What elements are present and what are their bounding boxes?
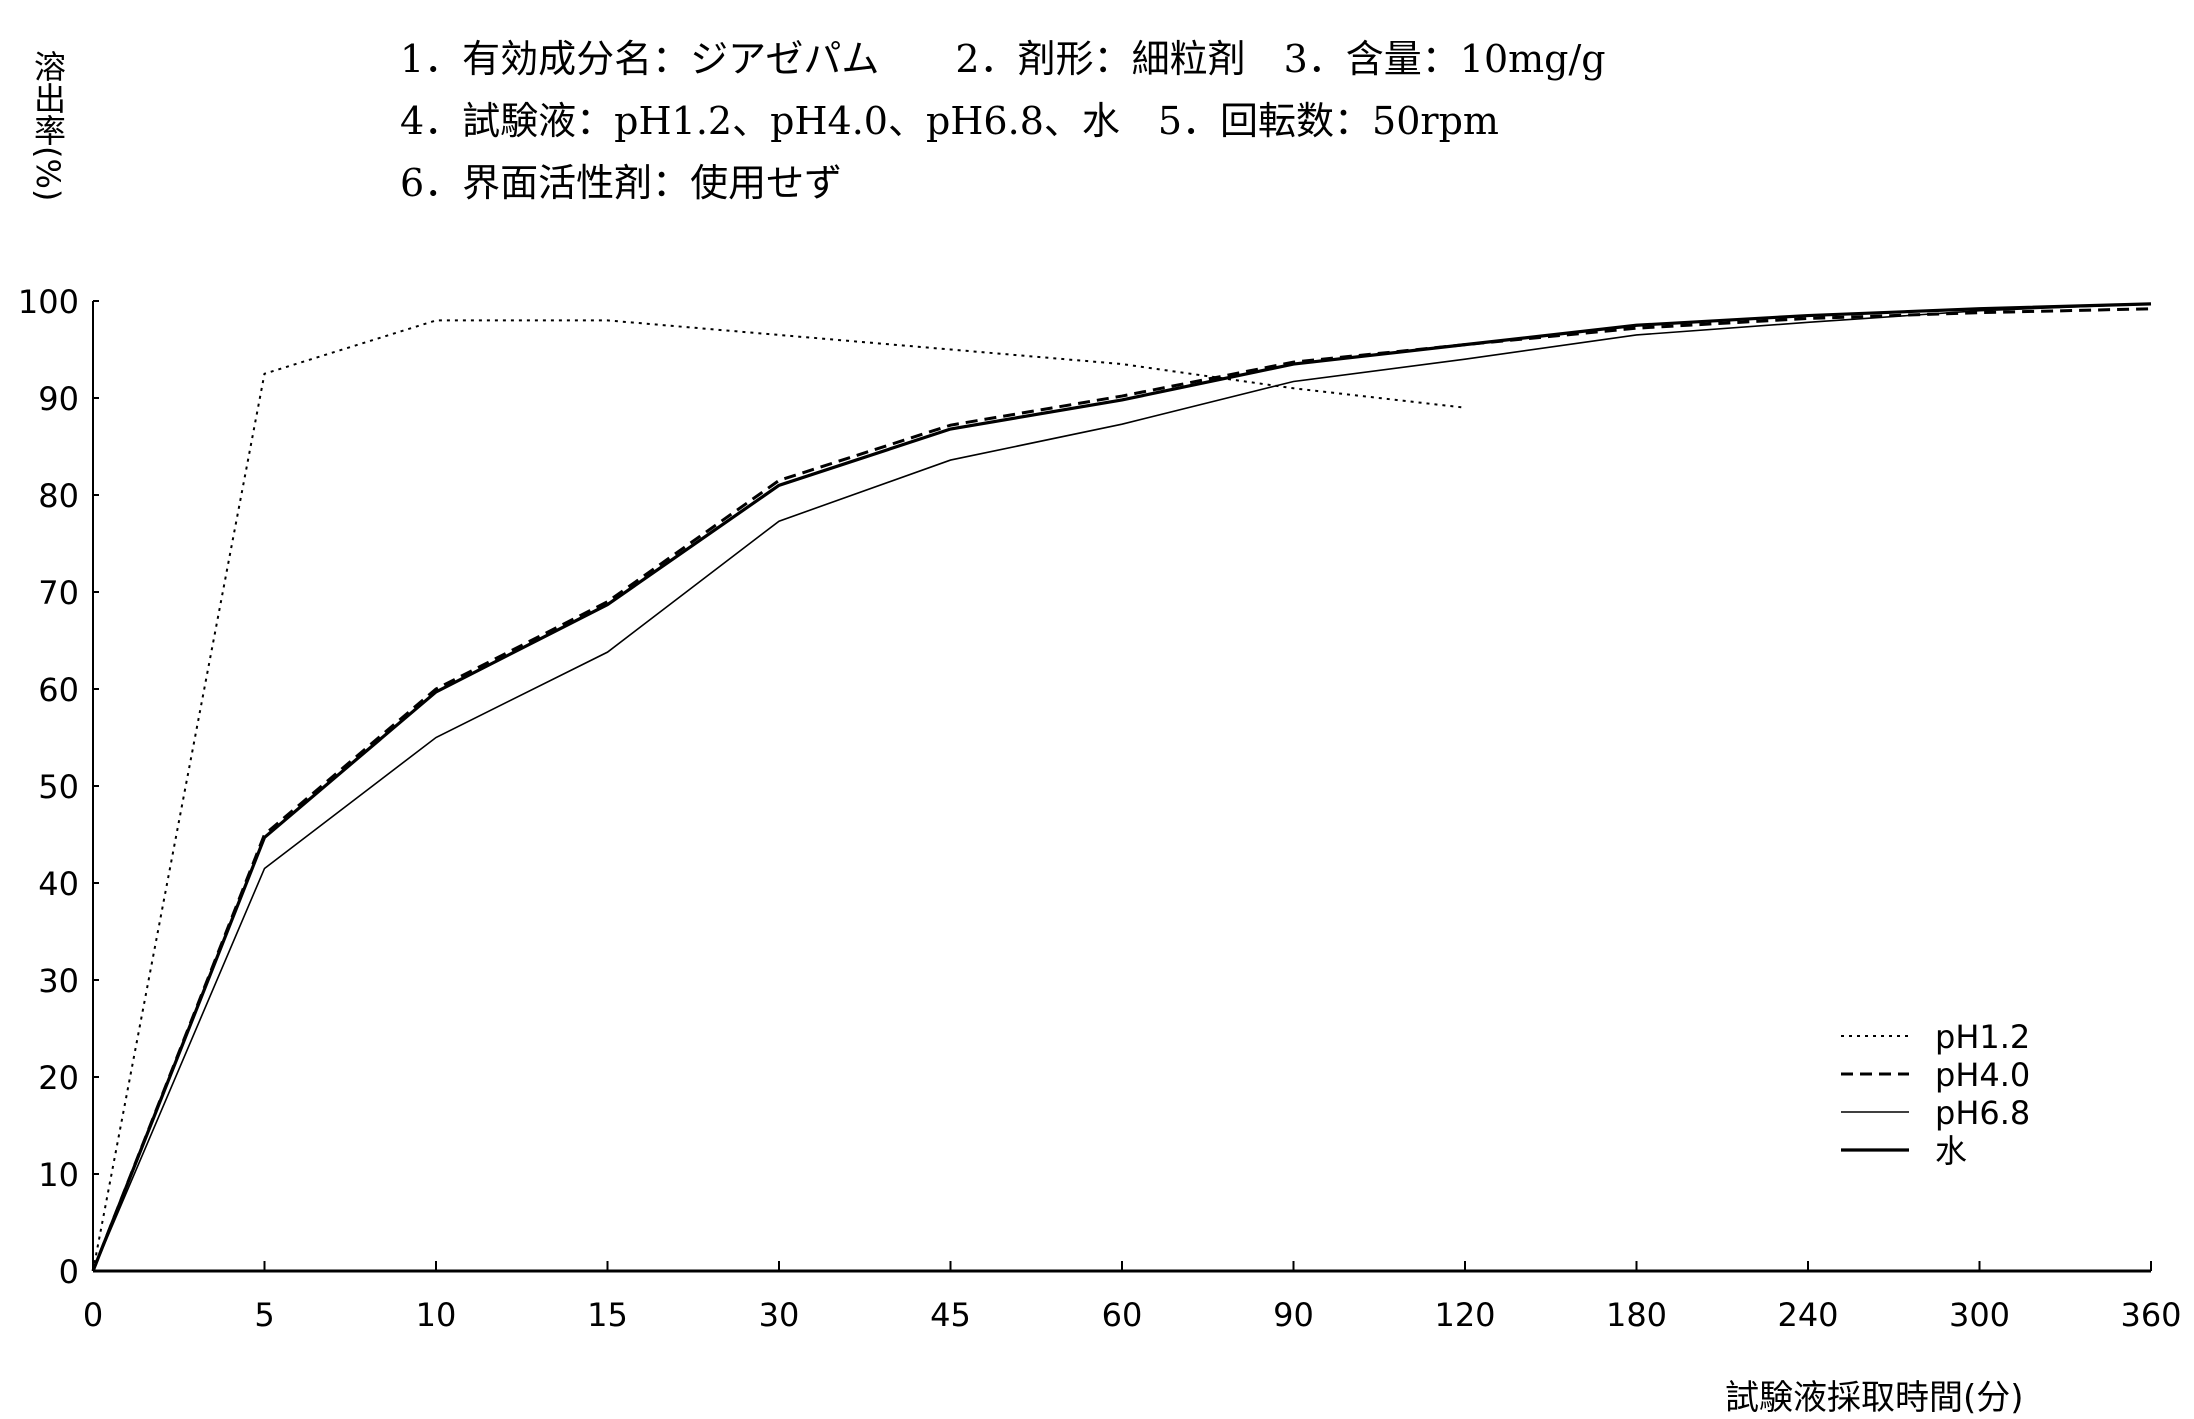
- x-tick-label: 360: [2120, 1296, 2181, 1334]
- y-tick-label: 40: [38, 865, 79, 903]
- y-tick-label: 0: [59, 1253, 79, 1291]
- info-line-2: 4．試験液：pH1.2、pH4.0、pH6.8、水 5．回転数：50rpm: [400, 99, 1499, 143]
- info-line-3: 6．界面活性剤：使用せず: [400, 161, 843, 205]
- y-tick-label: 20: [38, 1059, 79, 1097]
- y-tick-label: 100: [18, 283, 79, 321]
- x-tick-label: 240: [1777, 1296, 1838, 1334]
- x-axis-label: 試験液採取時間(分): [1725, 1378, 2024, 1418]
- legend-label: pH4.0: [1935, 1056, 2030, 1094]
- x-tick-label: 180: [1606, 1296, 1667, 1334]
- series-line-pH6.8: [92, 303, 2152, 1272]
- series-line-pH4.0: [91, 307, 2152, 1272]
- x-tick-label: 30: [759, 1296, 800, 1334]
- y-tick-label: 50: [38, 768, 79, 806]
- y-tick-label: 60: [38, 671, 79, 709]
- y-tick-label: 70: [38, 574, 79, 612]
- y-tick-label: 80: [38, 477, 79, 515]
- x-tick-label: 120: [1434, 1296, 1495, 1334]
- x-tick-label: 0: [83, 1296, 103, 1334]
- series-line-水: [91, 302, 2152, 1272]
- y-axis-label: 溶出率(%): [29, 50, 67, 202]
- series-line-pH1.2: [92, 319, 1466, 1272]
- x-tick-label: 5: [254, 1296, 274, 1334]
- x-tick-label: 10: [416, 1296, 457, 1334]
- x-tick-label: 300: [1949, 1296, 2010, 1334]
- y-tick-label: 90: [38, 380, 79, 418]
- y-tick-label: 30: [38, 962, 79, 1000]
- legend-label: pH1.2: [1935, 1018, 2030, 1056]
- x-tick-label: 45: [930, 1296, 971, 1334]
- legend-label: 水: [1935, 1132, 1967, 1170]
- x-tick-label: 90: [1273, 1296, 1314, 1334]
- x-tick-label: 15: [587, 1296, 628, 1334]
- info-line-1: 1．有効成分名：ジアゼパム 2．剤形：細粒剤 3．含量：10mg/g: [400, 37, 1606, 81]
- x-tick-label: 60: [1102, 1296, 1143, 1334]
- y-tick-label: 10: [38, 1156, 79, 1194]
- legend-label: pH6.8: [1935, 1094, 2030, 1132]
